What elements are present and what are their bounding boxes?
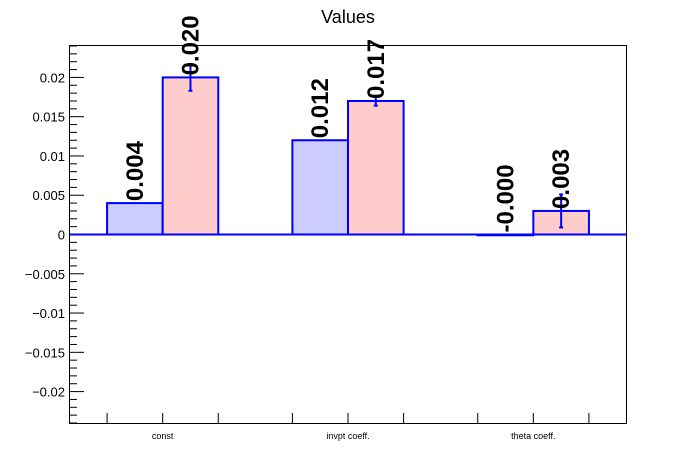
plot-frame — [69, 45, 627, 424]
error-bars — [188, 63, 564, 229]
x-axis: const invpt coeff. theta coeff. — [106, 413, 590, 441]
bars — [70, 76, 626, 237]
y-tick-label: 0.02 — [40, 70, 65, 85]
bar — [347, 99, 405, 236]
bar — [161, 76, 220, 236]
y-tick-label: −0.01 — [32, 306, 65, 321]
y-tick-label: 0.015 — [32, 110, 65, 125]
x-category-label: invpt coeff. — [326, 431, 369, 441]
y-tick-label: −0.015 — [25, 345, 65, 360]
x-category-label: const — [152, 431, 174, 441]
value-label: 0.020 — [177, 15, 204, 75]
chart-title: Values — [321, 7, 375, 27]
value-label: 0.012 — [307, 78, 334, 138]
x-category-label: theta coeff. — [511, 431, 555, 441]
bar — [291, 139, 349, 236]
y-tick-label: 0 — [58, 228, 65, 243]
y-tick-label: −0.02 — [32, 385, 65, 400]
y-tick-label: −0.005 — [25, 267, 65, 282]
value-label: -0.000 — [493, 164, 520, 232]
value-label: 0.004 — [122, 140, 149, 201]
y-axis: −0.02 −0.015 −0.01 −0.005 0 0.005 0.01 0.015 0.0… — [25, 45, 84, 424]
value-labels: 0.004 0.012 -0.000 0.020 0.017 0.003 — [122, 15, 575, 232]
value-label: 0.017 — [363, 39, 390, 99]
y-tick-label: 0.01 — [40, 149, 65, 164]
value-label: 0.003 — [548, 149, 575, 209]
bar — [106, 202, 164, 236]
y-tick-label: 0.005 — [32, 188, 65, 203]
